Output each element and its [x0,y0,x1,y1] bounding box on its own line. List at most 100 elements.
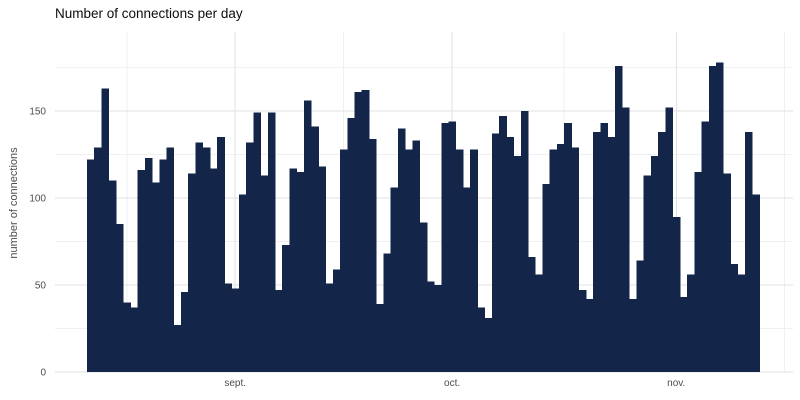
bar [195,142,204,372]
bar [397,128,406,372]
bar [224,283,233,372]
bar [296,171,305,372]
bar [448,121,457,372]
bar [180,291,189,372]
bar [643,175,652,372]
bar [520,111,529,372]
bar [274,290,283,372]
bar [159,159,167,372]
bar [144,157,153,372]
bar [622,107,630,373]
bar [390,187,399,372]
bar [115,224,124,372]
bar [650,156,659,372]
bar [687,274,695,372]
bar [383,253,392,372]
bar [202,147,211,372]
bar [593,131,601,372]
bar [123,302,131,372]
bar [238,194,247,372]
bar [470,149,478,372]
bar [462,187,471,372]
bar [723,173,731,372]
y-tick-label: 100 [29,194,46,205]
bar [658,131,666,372]
bar [513,156,522,372]
bar [491,133,500,372]
bar [629,298,637,372]
bar [564,123,572,373]
bar [361,90,370,373]
y-tick-label: 0 [40,368,46,379]
bar [368,138,377,372]
bar [737,274,746,372]
bar [426,281,435,372]
bar [311,126,319,372]
bar [130,307,139,372]
bar [94,147,102,372]
bar [665,107,674,373]
bar [267,112,276,373]
bar [679,297,688,372]
bar [217,137,225,372]
bar [571,147,580,372]
bar [325,283,334,372]
bar [419,222,428,372]
bar [434,285,442,372]
bar [528,257,536,372]
bar [614,65,623,372]
y-tick-label: 50 [35,281,47,292]
bar [708,65,717,372]
bar [477,307,486,372]
bar [441,123,449,373]
y-tick-labels: 0 50 100 150 [29,107,46,379]
bar [694,171,703,372]
bar [289,168,298,372]
bar [484,318,493,372]
bars-series [87,62,760,373]
bar [231,288,240,372]
bar [282,244,290,372]
bar [137,170,146,372]
bar [253,112,261,373]
bar [405,149,413,372]
bar [716,62,724,372]
bar [260,175,269,372]
bar [701,121,710,372]
bar [303,100,312,372]
bar [744,131,753,372]
bar [108,180,117,372]
x-tick-label: nov. [667,378,685,389]
bar [455,149,464,372]
bar [578,290,587,372]
bar [412,140,421,372]
bar [347,117,355,373]
bar [585,298,594,372]
bar [556,144,565,372]
bar [607,137,616,372]
bar [672,217,681,372]
bar [209,168,218,372]
bar [246,142,254,372]
bar [101,88,110,372]
chart-title: Number of connections per day [55,6,243,21]
bar [340,149,348,372]
bar [499,116,507,372]
bar [376,304,384,372]
x-tick-label: sept. [224,378,246,389]
y-axis-title: number of connections [8,147,20,259]
bar [600,123,609,373]
bar [188,173,196,372]
bar [332,269,341,372]
x-tick-label: oct. [444,378,460,389]
bar [535,274,543,372]
y-tick-label: 150 [29,107,46,118]
bar [542,184,551,372]
bar [636,260,645,372]
bar [549,149,558,372]
bar [166,147,175,372]
bar [752,194,760,372]
bar [318,166,327,372]
